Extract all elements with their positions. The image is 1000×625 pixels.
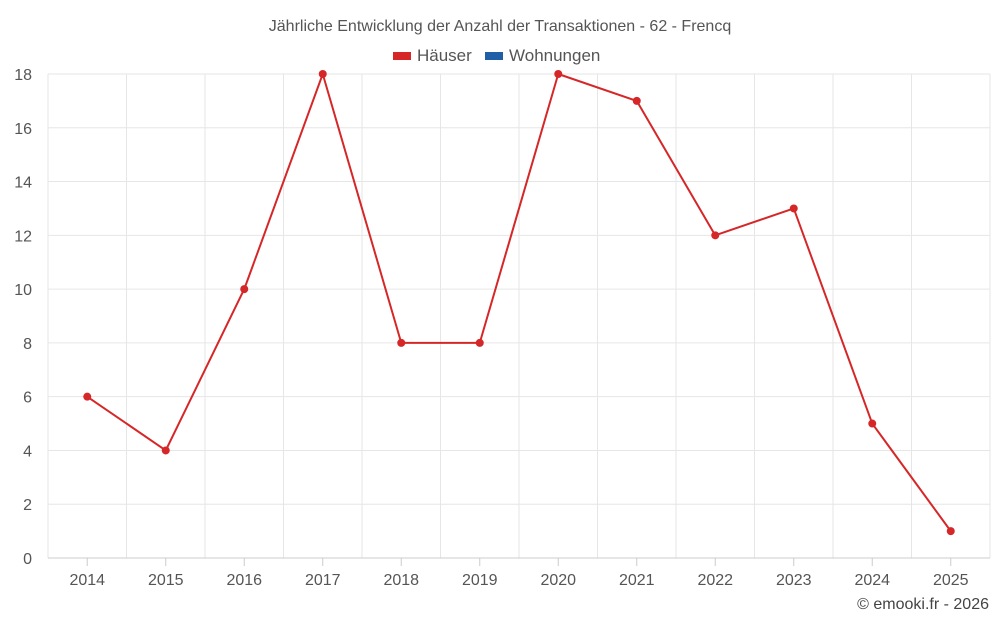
data-point-haeuser	[789, 204, 798, 213]
data-point-haeuser	[554, 70, 563, 78]
legend-item-wohnungen[interactable]: Wohnungen	[485, 46, 600, 65]
data-point-haeuser	[946, 527, 955, 536]
x-tick-label: 2025	[933, 572, 969, 589]
x-tick-label: 2016	[226, 572, 262, 589]
y-tick-label: 16	[14, 121, 32, 138]
grid	[47, 73, 991, 558]
y-tick-label: 6	[23, 390, 32, 407]
y-tick-label: 2	[23, 497, 32, 514]
series-haeuser	[83, 70, 955, 536]
legend-label-haeuser: Häuser	[417, 46, 472, 65]
x-tick-label: 2018	[383, 572, 419, 589]
x-tick-label: 2017	[305, 572, 341, 589]
x-tick-label: 2019	[462, 572, 498, 589]
y-tick-label: 18	[14, 67, 32, 84]
data-point-haeuser	[475, 338, 484, 347]
data-point-haeuser	[240, 285, 249, 294]
series-line-haeuser	[86, 73, 952, 532]
legend-swatch-haeuser	[393, 52, 411, 60]
data-point-haeuser	[711, 231, 720, 240]
legend-item-haeuser[interactable]: Häuser	[393, 46, 472, 65]
data-point-haeuser	[83, 392, 92, 401]
legend-swatch-wohnungen	[485, 52, 503, 60]
data-point-haeuser	[632, 96, 641, 105]
y-tick-label: 10	[14, 282, 32, 299]
data-point-haeuser	[868, 419, 877, 428]
y-tick-label: 14	[14, 175, 32, 192]
y-tick-label: 0	[23, 551, 32, 568]
x-tick-label: 2015	[148, 572, 184, 589]
legend-label-wohnungen: Wohnungen	[509, 46, 600, 65]
x-tick-label: 2024	[854, 572, 890, 589]
data-point-haeuser	[318, 70, 327, 78]
chart-title: Jährliche Entwicklung der Anzahl der Tra…	[269, 18, 731, 35]
x-tick-label: 2014	[69, 572, 105, 589]
data-point-haeuser	[161, 446, 170, 455]
y-tick-label: 4	[23, 443, 32, 460]
x-axis-ticks: 2014 2015 2016 2017 2018 2019 2020 2021 2022 2023…	[69, 558, 969, 589]
y-axis-ticks: 0 2 4 6 8 10 12 14 16 18	[14, 67, 32, 568]
data-point-haeuser	[397, 338, 406, 347]
y-tick-label: 8	[23, 336, 32, 353]
x-tick-label: 2021	[619, 572, 655, 589]
legend: Häuser Wohnungen	[393, 46, 600, 65]
y-tick-label: 12	[14, 228, 32, 245]
x-tick-label: 2023	[776, 572, 812, 589]
x-tick-label: 2020	[540, 572, 576, 589]
credit-text: © emooki.fr - 2026	[857, 596, 989, 613]
x-tick-label: 2022	[697, 572, 733, 589]
